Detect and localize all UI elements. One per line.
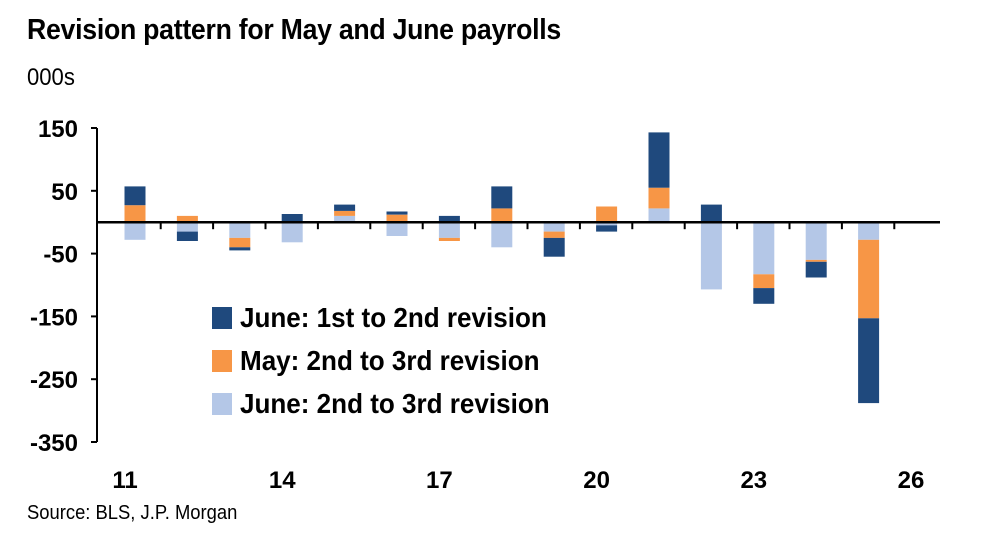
bar-june-2nd-to-3rd-revision-15 xyxy=(334,215,356,223)
x-tick-label: 14 xyxy=(269,467,296,494)
bars-group xyxy=(124,132,880,404)
y-tick-label: 150 xyxy=(38,116,78,143)
y-tick-label: 50 xyxy=(51,179,78,206)
bar-june-2nd-to-3rd-revision-24 xyxy=(805,222,827,260)
bar-june-2nd-to-3rd-revision-13 xyxy=(229,222,251,238)
bar-june-2nd-to-3rd-revision-16 xyxy=(386,222,408,236)
bar-may-2nd-to-3rd-revision-19 xyxy=(543,231,565,238)
bar-may-2nd-to-3rd-revision-17 xyxy=(438,237,460,241)
bar-june-2nd-to-3rd-revision-12 xyxy=(176,222,198,232)
bar-june-2nd-to-3rd-revision-18 xyxy=(491,222,513,248)
legend-label: June: 1st to 2nd revision xyxy=(240,301,547,333)
bar-june-1st-to-2nd-revision-24 xyxy=(805,261,827,278)
bar-may-2nd-to-3rd-revision-13 xyxy=(229,237,251,248)
x-tick-label: 23 xyxy=(740,467,767,494)
legend: June: 1st to 2nd revision May: 2nd to 3r… xyxy=(212,296,573,425)
bar-may-2nd-to-3rd-revision-20 xyxy=(596,206,618,223)
bar-may-2nd-to-3rd-revision-18 xyxy=(491,208,513,223)
bar-june-1st-to-2nd-revision-18 xyxy=(491,186,513,209)
x-tick-label: 26 xyxy=(898,467,925,494)
bar-june-2nd-to-3rd-revision-14 xyxy=(281,222,303,243)
bar-may-2nd-to-3rd-revision-24 xyxy=(805,259,827,262)
bar-may-2nd-to-3rd-revision-23 xyxy=(753,274,775,289)
y-tick-label: -350 xyxy=(30,430,78,457)
legend-label: June: 2nd to 3rd revision xyxy=(240,387,550,419)
legend-swatch-june-1st-2nd xyxy=(212,306,232,329)
y-tick-label: -150 xyxy=(30,304,78,331)
bar-june-1st-to-2nd-revision-11 xyxy=(124,186,146,206)
bar-june-2nd-to-3rd-revision-23 xyxy=(753,222,775,275)
bar-june-1st-to-2nd-revision-21 xyxy=(648,132,670,188)
source-note: Source: BLS, J.P. Morgan xyxy=(27,502,238,524)
axes-group: 150 50 -50 -150 -250 -350 11 14 17 20 23 26 xyxy=(30,116,940,494)
bar-june-1st-to-2nd-revision-14 xyxy=(281,214,303,223)
x-tick-label: 11 xyxy=(112,467,137,494)
bar-may-2nd-to-3rd-revision-11 xyxy=(124,205,146,223)
bar-june-2nd-to-3rd-revision-19 xyxy=(543,222,565,232)
y-tick-label: -250 xyxy=(30,367,78,394)
bar-june-2nd-to-3rd-revision-17 xyxy=(438,222,460,238)
bar-may-2nd-to-3rd-revision-12 xyxy=(176,215,198,223)
chart-title: Revision pattern for May and June payrol… xyxy=(27,14,562,46)
unit-label: 000s xyxy=(27,64,75,91)
bar-may-2nd-to-3rd-revision-16 xyxy=(386,214,408,223)
bar-june-2nd-to-3rd-revision-22 xyxy=(700,222,722,290)
bar-june-1st-to-2nd-revision-17 xyxy=(438,215,460,223)
bar-may-2nd-to-3rd-revision-21 xyxy=(648,187,670,209)
legend-item-may-2nd-3rd: May: 2nd to 3rd revision xyxy=(212,339,573,382)
bar-june-1st-to-2nd-revision-20 xyxy=(596,225,618,232)
bar-june-1st-to-2nd-revision-15 xyxy=(334,204,356,211)
legend-item-june-2nd-3rd: June: 2nd to 3rd revision xyxy=(212,382,573,425)
legend-item-june-1st-2nd: June: 1st to 2nd revision xyxy=(212,296,573,339)
bar-may-2nd-to-3rd-revision-25 xyxy=(858,239,880,319)
bar-june-1st-to-2nd-revision-22 xyxy=(700,204,722,223)
bar-june-1st-to-2nd-revision-25 xyxy=(858,318,880,404)
bar-june-1st-to-2nd-revision-16 xyxy=(386,211,408,215)
bar-may-2nd-to-3rd-revision-15 xyxy=(334,210,356,216)
legend-label: May: 2nd to 3rd revision xyxy=(240,344,540,376)
bar-june-2nd-to-3rd-revision-11 xyxy=(124,222,146,240)
y-tick-label: -50 xyxy=(43,242,78,269)
bar-june-2nd-to-3rd-revision-21 xyxy=(648,208,670,223)
legend-swatch-may-2nd-3rd xyxy=(212,349,232,372)
x-tick-label: 17 xyxy=(426,467,453,494)
x-tick-label: 20 xyxy=(583,467,610,494)
bar-june-2nd-to-3rd-revision-25 xyxy=(858,222,880,240)
bar-june-1st-to-2nd-revision-19 xyxy=(543,237,565,257)
bar-june-1st-to-2nd-revision-12 xyxy=(176,231,198,241)
legend-swatch-june-2nd-3rd xyxy=(212,392,232,415)
bar-june-1st-to-2nd-revision-23 xyxy=(753,288,775,304)
bar-june-2nd-to-3rd-revision-20 xyxy=(596,222,618,226)
bar-june-1st-to-2nd-revision-13 xyxy=(229,247,251,251)
